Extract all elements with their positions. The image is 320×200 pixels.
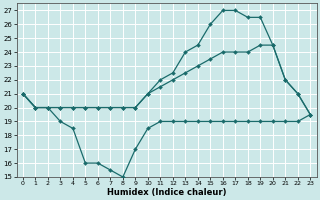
X-axis label: Humidex (Indice chaleur): Humidex (Indice chaleur) — [107, 188, 226, 197]
